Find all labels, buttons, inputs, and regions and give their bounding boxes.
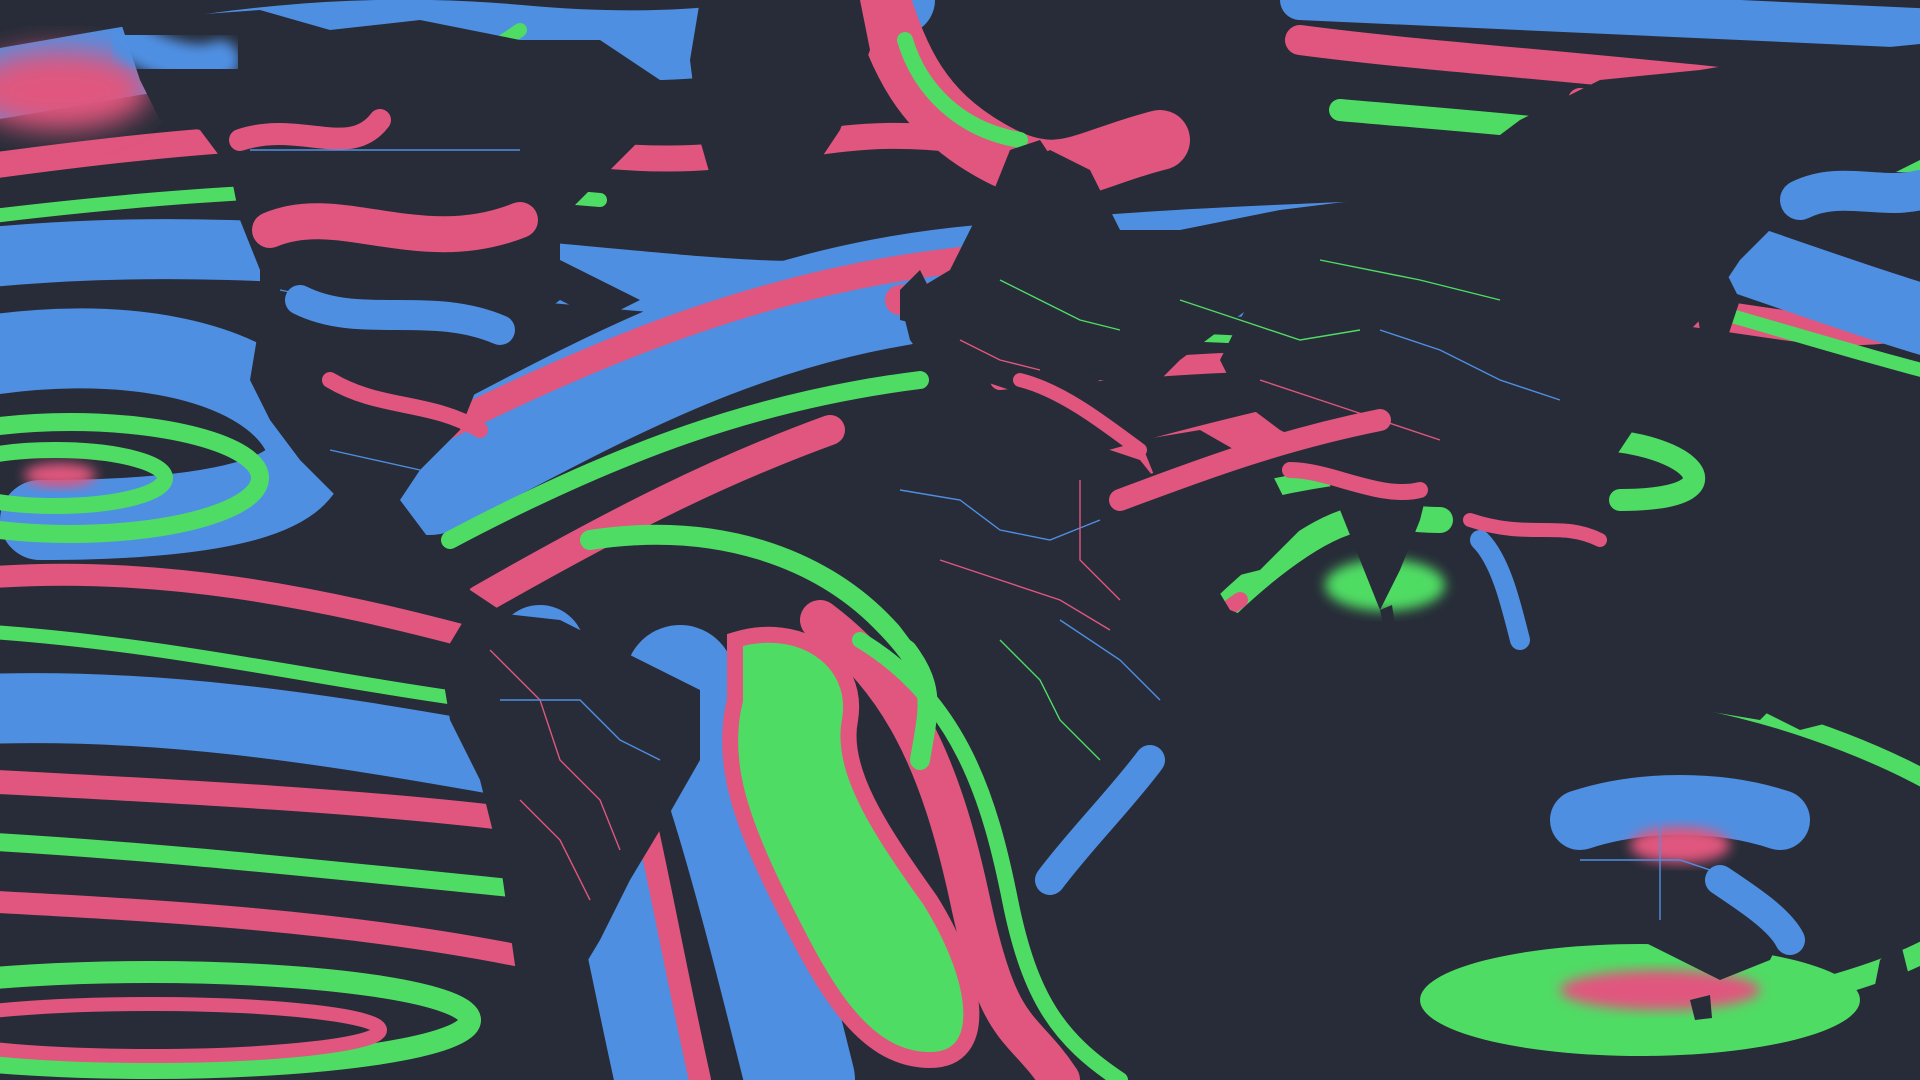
land-tint — [229, 109, 391, 151]
land-tint — [1630, 827, 1730, 863]
swirl-eddy — [0, 961, 481, 1079]
swirl-band — [0, 625, 477, 707]
southeast-asia — [1480, 500, 1560, 660]
british-isles — [900, 270, 935, 325]
swirl-band — [0, 563, 491, 651]
border-line — [1259, 379, 1441, 441]
tasmania — [1690, 995, 1712, 1020]
border-line — [999, 639, 1101, 761]
sri-lanka — [1380, 605, 1395, 628]
swirl-band — [465, 415, 845, 615]
land-tint — [1035, 745, 1165, 895]
swirl-eddy — [24, 463, 96, 487]
land-tint — [322, 372, 488, 438]
swirl-eddy — [0, 442, 173, 514]
land-tint — [1282, 462, 1428, 500]
borneo — [1600, 600, 1670, 660]
border-line — [329, 449, 421, 471]
swirl-band — [800, 600, 1080, 1080]
swirl-eddy — [0, 50, 150, 130]
land-tint — [285, 285, 515, 345]
land-tint — [1550, 775, 1810, 850]
swirl-band — [1280, 0, 1920, 49]
border-line — [1179, 299, 1361, 341]
africa — [850, 430, 1280, 880]
new-guinea — [1740, 680, 1840, 730]
greenland — [690, 0, 870, 230]
land-tint — [1705, 865, 1805, 955]
swirl-blob — [722, 626, 980, 1069]
border-line — [519, 799, 591, 901]
country-borders — [250, 149, 1741, 920]
indonesia — [1540, 650, 1780, 720]
central-america — [400, 500, 500, 620]
swirl-band — [441, 371, 929, 549]
border-line — [500, 699, 661, 761]
new-zealand — [1860, 940, 1910, 1060]
swirl-band — [0, 673, 535, 795]
border-line — [1079, 480, 1121, 601]
japan — [1680, 260, 1740, 400]
swirl-band — [0, 833, 539, 899]
swirl-band — [580, 524, 938, 770]
swirl-eddy — [0, 413, 269, 543]
border-line — [1319, 259, 1501, 301]
border-line — [489, 649, 621, 851]
land-tint — [1013, 373, 1147, 457]
border-line — [999, 279, 1121, 331]
swirl-eddy — [0, 997, 387, 1063]
swirl-band — [0, 770, 532, 832]
philippines — [1620, 520, 1660, 600]
swirl-band — [0, 891, 551, 971]
land-tint — [110, 20, 240, 84]
land-tint — [1470, 530, 1530, 650]
border-line — [1059, 619, 1161, 701]
swirl-band — [850, 0, 1190, 200]
border-line — [899, 489, 1101, 541]
south-america — [440, 610, 700, 1060]
border-line — [1580, 859, 1741, 881]
asia — [1180, 44, 1920, 520]
iceland — [820, 185, 870, 215]
border-line — [1379, 329, 1561, 401]
land-tints — [110, 20, 1920, 955]
swirl-band — [427, 247, 973, 443]
border-line — [279, 289, 481, 331]
border-line — [959, 339, 1041, 371]
border-line — [939, 559, 1111, 631]
land-tint — [252, 202, 538, 253]
landmasses — [120, 0, 1920, 1060]
madagascar — [1185, 720, 1225, 820]
scandinavia — [990, 140, 1060, 230]
land-tint — [1109, 409, 1391, 511]
land-tint — [1780, 170, 1920, 220]
swirl-band — [897, 32, 1028, 148]
land-tint — [1463, 513, 1607, 547]
europe — [900, 150, 1260, 400]
